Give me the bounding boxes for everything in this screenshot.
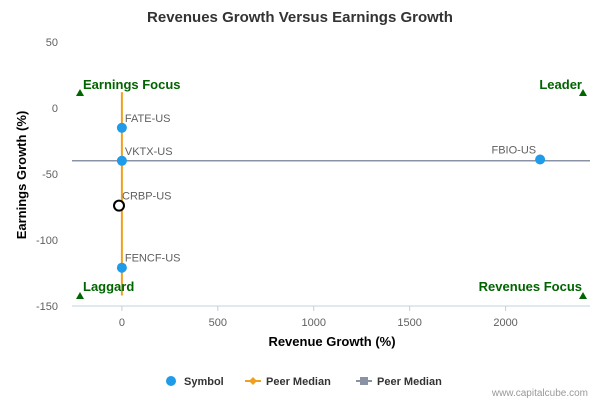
legend-label-symbol: Symbol: [184, 376, 224, 388]
x-tick-label: 500: [209, 317, 227, 329]
data-point-fencf-us: [116, 262, 127, 273]
data-point-crbp-us: [113, 199, 126, 212]
y-axis-ticks: 50 0 -50 -100 -150: [36, 37, 58, 313]
quadrant-label-laggard: Laggard: [83, 279, 134, 294]
x-tick-label: 1500: [397, 317, 421, 329]
x-tick-label: 0: [119, 317, 125, 329]
quadrant-marker-top-right: [579, 89, 587, 96]
x-tick-label: 2000: [493, 317, 517, 329]
legend-label-peer-median-1: Peer Median: [266, 376, 331, 388]
y-tick-label: 50: [46, 37, 58, 49]
data-point-label: VKTX-US: [125, 146, 173, 158]
quadrant-marker-bottom-right: [579, 292, 587, 299]
y-tick-label: -150: [36, 301, 58, 313]
data-point-vktx-us: [116, 155, 127, 166]
data-point-label: FENCF-US: [125, 253, 181, 265]
quadrant-label-revenues-focus: Revenues Focus: [479, 279, 582, 294]
x-axis-ticks: 0 500 1000 1500 2000: [119, 306, 518, 329]
y-tick-label: 0: [52, 103, 58, 115]
data-point-fate-us: [116, 122, 127, 133]
x-tick-label: 1000: [301, 317, 325, 329]
quadrant-marker-bottom-left: [76, 292, 84, 299]
quadrant-label-leader: Leader: [539, 77, 582, 92]
credit-text: www.capitalcube.com: [491, 388, 588, 399]
legend-median-horizontal-marker: [360, 377, 368, 385]
chart-title: Revenues Growth Versus Earnings Growth: [147, 9, 453, 26]
y-axis-title: Earnings Growth (%): [14, 111, 29, 240]
quadrant-label-earnings-focus: Earnings Focus: [83, 77, 181, 92]
legend-median-vertical-marker: [249, 377, 257, 385]
y-tick-label: -100: [36, 235, 58, 247]
legend-label-peer-median-2: Peer Median: [377, 376, 442, 388]
x-axis-title: Revenue Growth (%): [268, 334, 395, 349]
quadrant-labels: Earnings Focus Leader Laggard Revenues Focu…: [76, 77, 587, 299]
data-point-fbio-us: [535, 154, 546, 165]
data-points: FATE-US VKTX-US FBIO-US CRBP-US FENCF-US: [113, 113, 546, 273]
data-point-label: CRBP-US: [122, 191, 172, 203]
y-tick-label: -50: [42, 169, 58, 181]
legend: Symbol Peer Median Peer Median: [166, 376, 442, 388]
quadrant-marker-top-left: [76, 89, 84, 96]
data-point-label: FBIO-US: [491, 144, 536, 156]
data-point-label: FATE-US: [125, 113, 171, 125]
legend-symbol-marker: [166, 376, 176, 386]
